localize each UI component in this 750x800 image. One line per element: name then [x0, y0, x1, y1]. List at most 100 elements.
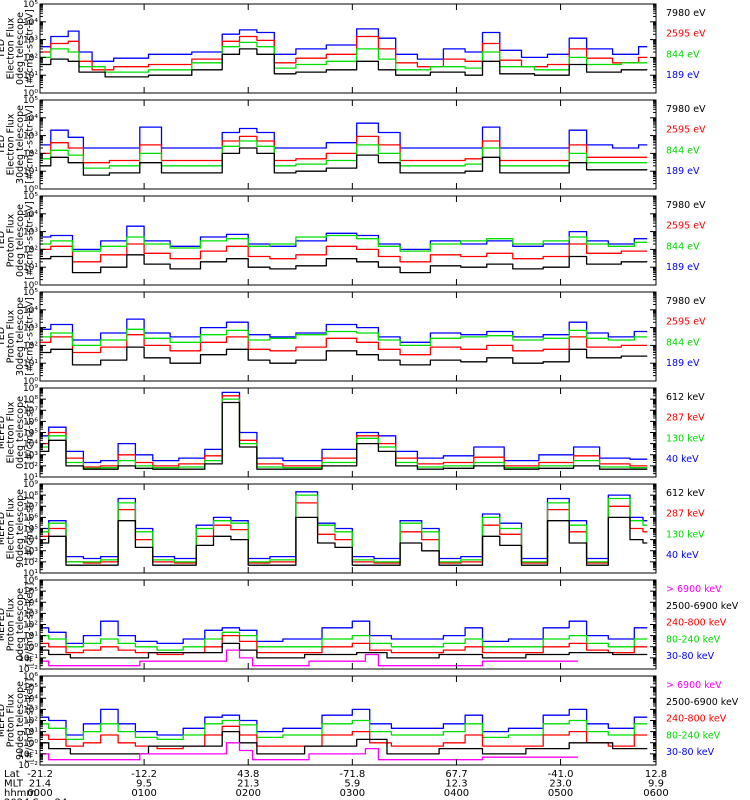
y-tick-label: 10⁻¹: [18, 750, 38, 760]
series-line-7-5: [40, 649, 578, 667]
y-tick-label: 10²: [23, 558, 38, 568]
y-axis-label: 30deg telescope: [15, 105, 26, 184]
series-line-1-3: [40, 41, 648, 73]
y-tick-label: 10⁻²: [18, 761, 38, 771]
y-tick-label: 10²: [23, 462, 38, 472]
y-tick-label: 10²: [23, 717, 38, 727]
y-tick-label: 10³: [23, 228, 38, 238]
legend-entry: 80-240 keV: [666, 730, 721, 741]
legend-entry: 189 eV: [666, 262, 700, 273]
x-tick-label: -71.8: [339, 769, 365, 780]
y-tick-label: 10³: [23, 609, 38, 619]
legend-entry: 2500-6900 keV: [666, 601, 739, 612]
y-tick-label: 10⁵: [23, 96, 38, 106]
legend-entry: 7980 eV: [666, 296, 706, 307]
y-tick-label: 10³: [23, 324, 38, 334]
x-row-label: 2024 Sep 24: [4, 798, 67, 800]
y-axis-label: [#/cm2-s-str]: [24, 497, 35, 560]
legend-entry: 612 keV: [666, 488, 705, 499]
series-line-8-3: [40, 725, 648, 750]
y-axis-label: MEPED: [0, 704, 7, 737]
series-line-1-2: [40, 35, 648, 71]
y-axis-label: Electron Flux: [5, 401, 16, 463]
y-tick-label: 10⁰: [23, 739, 38, 749]
y-tick-label: 10⁻²: [18, 665, 38, 675]
y-axis-label: Electron Flux: [5, 17, 16, 79]
y-tick-label: 10¹: [23, 632, 38, 642]
series-line-4-1: [40, 318, 648, 343]
x-tick-label: 9.5: [136, 779, 152, 790]
x-row-label: hhmm: [4, 788, 36, 799]
y-axis-label: 0deg telescope: [15, 12, 26, 85]
y-tick-label: 10⁴: [23, 114, 38, 124]
series-line-6-1: [40, 491, 648, 560]
y-axis-label: MEPED: [0, 512, 7, 545]
y-axis-label: TED: [0, 231, 7, 251]
legend-entry: 7980 eV: [666, 8, 706, 19]
y-tick-label: 10³: [23, 36, 38, 46]
y-tick-label: 10⁴: [23, 306, 38, 316]
y-axis-label: Proton Flux: [5, 309, 16, 363]
y-tick-label: 10¹: [23, 359, 38, 369]
x-tick-label: -41.0: [548, 769, 574, 780]
y-tick-label: 10⁵: [23, 0, 38, 10]
x-tick-label: 12.8: [645, 769, 667, 780]
y-axis-label: 90deg telescope: [15, 489, 26, 568]
legend-entry: 130 keV: [666, 529, 705, 540]
x-tick-label: 43.8: [237, 769, 259, 780]
series-line-3-2: [40, 243, 648, 263]
y-tick-label: 10⁶: [23, 672, 38, 682]
x-tick-label: 5.9: [344, 779, 360, 790]
y-axis-label: TED: [0, 135, 7, 155]
y-tick-label: 10¹: [23, 263, 38, 273]
series-line-6-4: [40, 516, 648, 566]
y-axis-label: 0deg telescope: [15, 396, 26, 469]
legend-entry: 844 eV: [666, 337, 700, 348]
legend-entry: 240-800 keV: [666, 714, 727, 725]
y-tick-label: 10⁵: [23, 587, 38, 597]
legend-entry: 189 eV: [666, 358, 700, 369]
y-tick-label: 10²: [23, 245, 38, 255]
x-tick-label: 0400: [444, 788, 469, 799]
series-line-8-5: [40, 742, 578, 761]
y-tick-label: 10⁶: [23, 513, 38, 523]
x-tick-label: 9.9: [648, 779, 664, 790]
x-tick-label: 0500: [548, 788, 573, 799]
legend-entry: 7980 eV: [666, 200, 706, 211]
legend-entry: 2595 eV: [666, 317, 706, 328]
panel-frame: [39, 579, 657, 670]
legend-entry: 30-80 keV: [666, 651, 715, 662]
x-tick-label: -12.2: [131, 769, 157, 780]
series-line-4-3: [40, 328, 648, 347]
y-axis-label: 30deg telescope: [15, 297, 26, 376]
y-tick-label: 10⁸: [23, 395, 38, 405]
y-tick-label: 10⁵: [23, 683, 38, 693]
series-line-5-2: [40, 395, 648, 468]
y-tick-label: 10⁶: [23, 417, 38, 427]
legend-entry: > 6900 keV: [666, 680, 722, 691]
y-axis-label: MEPED: [0, 608, 7, 641]
y-axis-label: [#/cm2-s-str-eV]: [24, 297, 35, 376]
legend-entry: 844 eV: [666, 145, 700, 156]
series-line-2-2: [40, 135, 648, 164]
y-tick-label: 10⁵: [23, 525, 38, 535]
legend-entry: 7980 eV: [666, 104, 706, 115]
series-line-1-4: [40, 48, 648, 78]
y-tick-label: 10⁹: [23, 480, 38, 490]
series-line-2-1: [40, 122, 648, 149]
y-tick-label: 10⁻¹: [18, 654, 38, 664]
series-line-5-4: [40, 401, 648, 470]
panel-frame: [39, 387, 657, 478]
y-tick-label: 10⁴: [23, 18, 38, 28]
legend-entry: 287 keV: [666, 413, 705, 424]
y-tick-label: 10²: [23, 621, 38, 631]
y-axis-label: 0deg telescope: [15, 588, 26, 661]
y-tick-label: 10⁴: [23, 440, 38, 450]
x-tick-label: 12.3: [445, 779, 467, 790]
y-axis-label: Proton Flux: [5, 597, 16, 651]
